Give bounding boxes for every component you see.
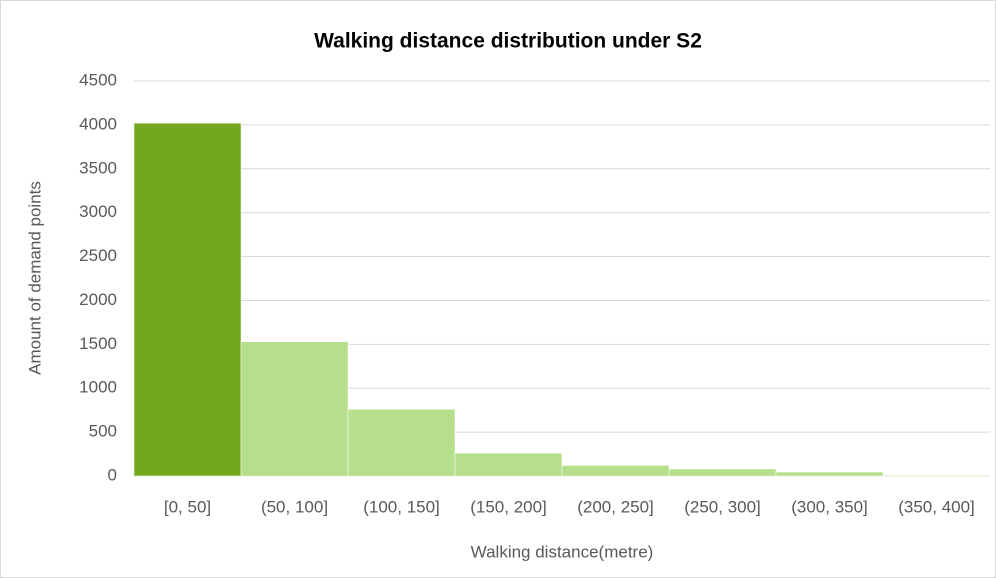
y-tick-label: 3500 [79, 158, 117, 177]
bar [133, 122, 242, 477]
y-axis-label: Amount of demand points [25, 181, 44, 375]
y-tick-label: 0 [108, 465, 117, 484]
y-tick-label: 2500 [79, 246, 117, 265]
y-tick-label: 500 [89, 422, 117, 441]
x-tick-label: (200, 250] [577, 497, 654, 516]
chart-title: Walking distance distribution under S2 [314, 30, 702, 53]
y-tick-label: 2000 [79, 290, 117, 309]
x-tick-label: (100, 150] [363, 497, 440, 516]
y-tick-label: 4000 [79, 114, 117, 133]
bar [882, 474, 991, 477]
x-tick-label: [0, 50] [164, 497, 211, 516]
y-tick-label: 1500 [79, 334, 117, 353]
x-tick-label: (50, 100] [261, 497, 328, 516]
bar [347, 409, 456, 477]
x-tick-label: (250, 300] [684, 497, 761, 516]
bar [668, 468, 777, 477]
bar [454, 452, 563, 477]
x-tick-label: (350, 400] [898, 497, 975, 516]
bar [561, 465, 670, 477]
y-tick-label: 4500 [79, 70, 117, 89]
bar [240, 341, 349, 477]
x-tick-label: (300, 350] [791, 497, 868, 516]
y-tick-label: 3000 [79, 202, 117, 221]
x-tick-label: (150, 200] [470, 497, 547, 516]
x-axis-label: Walking distance(metre) [471, 542, 654, 561]
y-tick-label: 1000 [79, 378, 117, 397]
bar [775, 471, 884, 477]
